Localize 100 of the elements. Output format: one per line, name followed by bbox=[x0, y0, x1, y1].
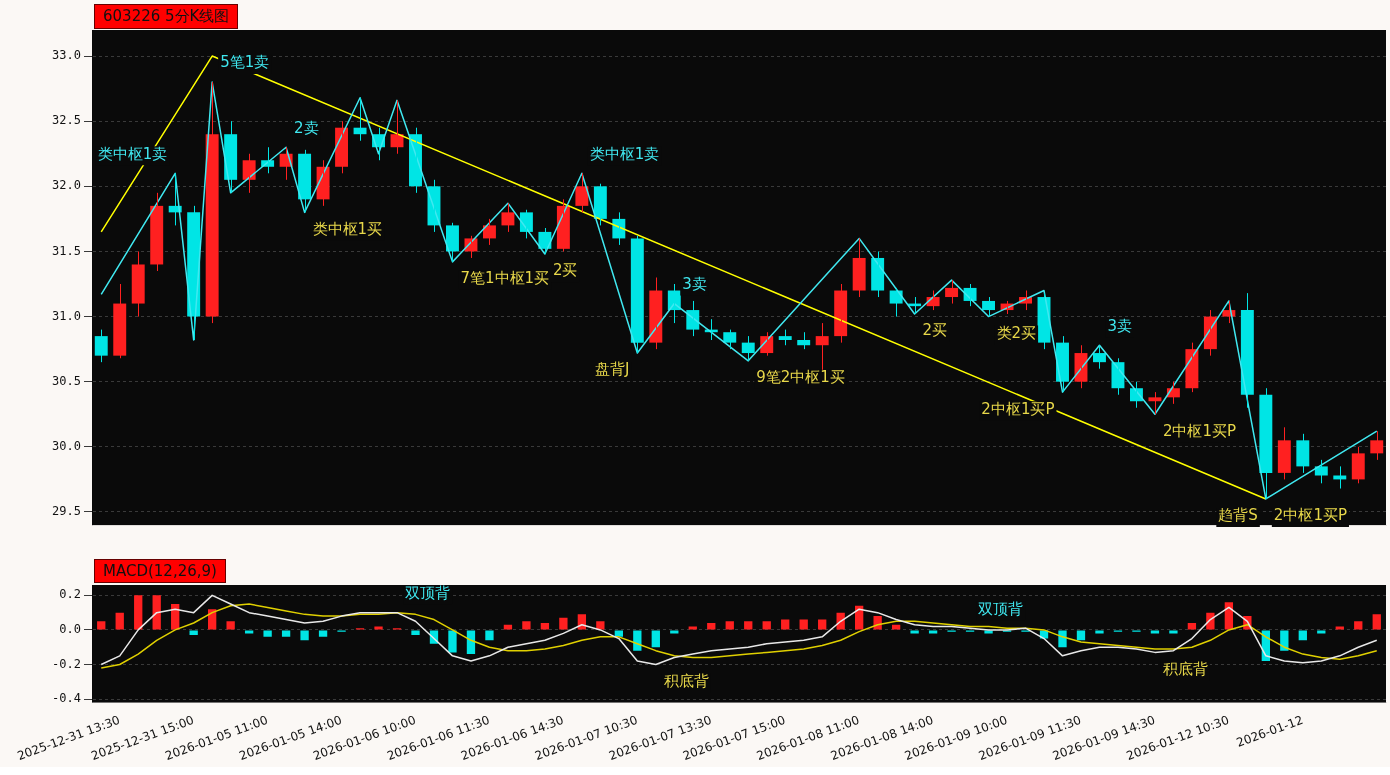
bar bbox=[928, 630, 938, 634]
annotation: 类2买 bbox=[996, 323, 1037, 342]
candlestick bbox=[1314, 459, 1328, 484]
annotation: 类中枢1买 bbox=[312, 219, 383, 238]
bar bbox=[448, 630, 457, 653]
y-tick-label: 33.0 bbox=[52, 48, 81, 63]
candlestick bbox=[1351, 446, 1365, 484]
bar bbox=[910, 630, 919, 634]
bar bbox=[670, 630, 679, 634]
bar bbox=[1298, 630, 1307, 641]
annotation: 盘背J bbox=[594, 360, 630, 379]
y-tick-label: 0.2 bbox=[59, 587, 81, 602]
bar bbox=[318, 630, 328, 637]
candlestick bbox=[131, 250, 145, 318]
bar bbox=[263, 630, 272, 637]
bar bbox=[559, 617, 568, 630]
annotation: 积底背 bbox=[1162, 659, 1208, 678]
bar bbox=[281, 630, 291, 637]
y-tick-label: 31.5 bbox=[52, 243, 81, 258]
bar bbox=[115, 612, 124, 630]
chart-title: 603226 5分K线图 bbox=[94, 4, 239, 29]
candlestick bbox=[205, 81, 219, 324]
candlestick bbox=[1370, 430, 1384, 461]
bar bbox=[1354, 621, 1363, 630]
candlestick bbox=[778, 329, 792, 346]
candlestick bbox=[113, 283, 127, 359]
bar bbox=[651, 630, 660, 648]
bar bbox=[374, 626, 383, 630]
bar bbox=[1076, 630, 1086, 641]
annotation: 趋背S bbox=[1218, 506, 1258, 525]
y-tick-label: 32.5 bbox=[52, 113, 81, 128]
bar bbox=[1169, 630, 1178, 634]
annotation: 7笔1中枢1买 bbox=[460, 269, 550, 288]
annotation: 双顶背 bbox=[405, 584, 451, 603]
bar bbox=[466, 630, 476, 655]
annotation: 2中枢1买P bbox=[1162, 421, 1237, 440]
bar bbox=[596, 621, 605, 630]
bar bbox=[614, 630, 623, 637]
y-tick-label: 0.0 bbox=[59, 622, 81, 637]
annotation: 2中枢1买P bbox=[1273, 506, 1347, 525]
y-tick-label: 30.5 bbox=[52, 373, 81, 388]
candlestick bbox=[945, 279, 959, 305]
candlestick bbox=[630, 235, 644, 354]
candlestick bbox=[797, 331, 811, 350]
y-tick-label: 31.0 bbox=[52, 308, 81, 323]
bar bbox=[411, 630, 420, 636]
y-tick-label: -0.4 bbox=[52, 691, 81, 706]
bar bbox=[134, 595, 143, 630]
candlestick bbox=[1277, 426, 1291, 480]
annotation: 3卖 bbox=[682, 274, 707, 293]
chart-title: MACD(12,26,9) bbox=[94, 559, 226, 583]
candlestick bbox=[1296, 433, 1310, 474]
bar bbox=[300, 630, 309, 641]
annotation: 积底背 bbox=[663, 671, 709, 690]
annotation: 2中枢1买P bbox=[981, 399, 1055, 418]
bar bbox=[97, 621, 106, 630]
candlestick bbox=[501, 202, 515, 233]
bar bbox=[1317, 630, 1326, 634]
annotation: 2买 bbox=[552, 261, 578, 280]
annotation: 2买 bbox=[922, 321, 948, 340]
bar bbox=[1335, 626, 1344, 630]
bar bbox=[152, 595, 161, 630]
bar bbox=[633, 630, 642, 651]
bar bbox=[540, 623, 550, 630]
bar bbox=[762, 621, 771, 630]
annotation: 9笔2中枢1买 bbox=[756, 368, 845, 387]
bar bbox=[189, 630, 198, 636]
y-tick-label: 32.0 bbox=[52, 178, 81, 193]
bar bbox=[226, 621, 235, 630]
candlestick bbox=[1148, 391, 1162, 415]
bar bbox=[1187, 623, 1197, 630]
bar bbox=[1372, 614, 1381, 630]
annotation: 2卖 bbox=[294, 118, 319, 137]
bar bbox=[707, 623, 716, 630]
candlestick bbox=[94, 329, 108, 363]
bar bbox=[744, 621, 753, 630]
bar bbox=[688, 626, 697, 630]
bar bbox=[485, 630, 494, 641]
annotation: 类中枢1卖 bbox=[589, 144, 660, 163]
annotation: 5笔1卖 bbox=[220, 53, 270, 72]
candlestick bbox=[1259, 387, 1273, 500]
candlestick bbox=[1093, 344, 1106, 370]
y-tick-label: -0.2 bbox=[52, 656, 81, 671]
candlestick bbox=[593, 183, 607, 226]
bar bbox=[1280, 630, 1289, 651]
candlestick bbox=[723, 329, 737, 350]
y-tick-label: 30.0 bbox=[52, 438, 81, 453]
y-tick-label: 29.5 bbox=[52, 504, 81, 519]
bar bbox=[244, 630, 254, 634]
bar bbox=[725, 621, 734, 630]
bar bbox=[1095, 630, 1104, 634]
annotation: 3卖 bbox=[1107, 316, 1133, 335]
candlestick bbox=[982, 296, 996, 318]
annotation: 双顶背 bbox=[978, 599, 1024, 618]
annotation: 类中枢1卖 bbox=[97, 144, 168, 163]
bar bbox=[1058, 630, 1067, 648]
candlestick bbox=[150, 192, 164, 272]
bar bbox=[1150, 630, 1160, 634]
bar bbox=[522, 621, 531, 630]
candlestick bbox=[852, 237, 866, 298]
